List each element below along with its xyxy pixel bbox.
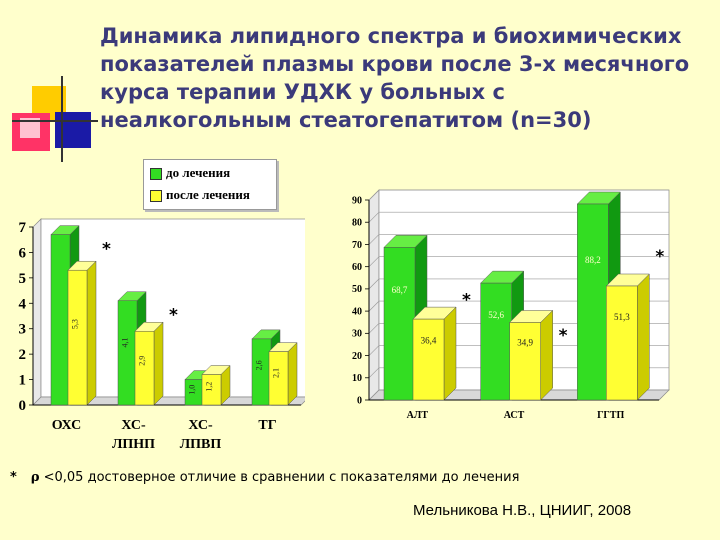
data-label: 34,9 bbox=[517, 338, 533, 348]
bar-before bbox=[383, 247, 416, 401]
data-label: 2,6 bbox=[254, 360, 263, 370]
bar-before bbox=[117, 300, 138, 406]
data-label: 4,1 bbox=[121, 337, 130, 347]
bar-side bbox=[287, 341, 298, 406]
y-tick-label: 7 bbox=[19, 220, 27, 236]
page-title: Динамика липидного спектра и биохимическ… bbox=[100, 24, 690, 132]
data-label: 51,3 bbox=[614, 312, 630, 322]
bar-side bbox=[540, 309, 553, 401]
data-label: 2,1 bbox=[272, 368, 281, 378]
lipid-chart: 0 1 2 3 4 5 6 7 5,3 ОХС * 4,1 2,9 ХС- ЛПНП * 1,0 1,2 ХС- ЛП… bbox=[19, 218, 305, 452]
bar-after bbox=[412, 318, 445, 401]
bar-after bbox=[134, 331, 155, 406]
category-label: ЛПНП bbox=[112, 437, 155, 452]
bar-after bbox=[67, 269, 88, 406]
y-tick-label: 5 bbox=[19, 271, 27, 287]
y-tick-label: 0 bbox=[357, 395, 362, 406]
legend-label-after: после лечения bbox=[166, 187, 250, 202]
gridline-side bbox=[368, 189, 380, 201]
bar-before bbox=[251, 338, 272, 406]
gridline-side bbox=[368, 278, 380, 290]
data-label: 88,2 bbox=[585, 255, 601, 265]
category-label: ГГТП bbox=[597, 410, 624, 421]
significance-star: * bbox=[655, 247, 664, 267]
y-tick-label: 50 bbox=[352, 284, 362, 295]
y-tick-label: 4 bbox=[19, 296, 27, 312]
data-label: 36,4 bbox=[421, 335, 437, 345]
y-tick-label: 3 bbox=[19, 322, 27, 338]
y-tick-label: 30 bbox=[352, 329, 362, 340]
category-label: ХС- bbox=[121, 418, 146, 433]
bar-after bbox=[509, 322, 541, 401]
data-label: 1,0 bbox=[188, 385, 197, 395]
legend-swatch-before bbox=[150, 168, 162, 181]
data-label: 1,2 bbox=[205, 382, 214, 392]
decor-vertical-line bbox=[61, 76, 63, 162]
y-tick-label: 1 bbox=[19, 373, 27, 389]
y-tick-label: 10 bbox=[352, 373, 362, 384]
significance-star: * bbox=[169, 306, 178, 326]
bar-side bbox=[443, 306, 457, 401]
gridline-side bbox=[368, 345, 380, 356]
y-tick-label: 80 bbox=[352, 218, 362, 229]
y-tick-label: 90 bbox=[352, 195, 362, 206]
footnote-star: * bbox=[10, 470, 17, 485]
enzyme-chart: 0 10 20 30 40 50 60 70 80 90 68,7 36,4 АЛТ * 52,6 34,9 А… bbox=[352, 189, 670, 421]
legend-label-before: до лечения bbox=[166, 165, 231, 180]
y-tick-label: 0 bbox=[19, 398, 27, 414]
gridline-side bbox=[368, 256, 380, 267]
significance-star: * bbox=[462, 290, 471, 310]
significance-star: * bbox=[102, 240, 111, 260]
bar-side bbox=[637, 273, 650, 401]
y-tick-label: 20 bbox=[352, 351, 362, 362]
data-label: 68,7 bbox=[392, 285, 408, 295]
legend-item-after: после лечения bbox=[150, 186, 250, 204]
gridline-side bbox=[368, 389, 380, 401]
category-label: ТГ bbox=[258, 418, 276, 433]
gridline-side bbox=[368, 212, 380, 223]
significance-star: * bbox=[559, 326, 568, 346]
category-label: ОХС bbox=[52, 418, 81, 433]
footnote-rho: ρ bbox=[30, 470, 40, 485]
chart-legend: до лечения после лечения bbox=[143, 159, 277, 210]
decor-horizontal-line bbox=[12, 120, 98, 122]
legend-swatch-after bbox=[150, 190, 162, 203]
footnote-text: <0,05 достоверное отличие в сравнении с … bbox=[43, 470, 520, 485]
bar-before bbox=[50, 234, 71, 406]
side-wall bbox=[32, 218, 42, 406]
y-tick-label: 2 bbox=[19, 347, 27, 363]
legend-item-before: до лечения bbox=[150, 164, 230, 182]
data-label: 2,9 bbox=[138, 356, 147, 366]
bar-after bbox=[268, 351, 289, 406]
category-label: ЛПВП bbox=[180, 437, 222, 452]
y-tick-label: 6 bbox=[19, 245, 27, 261]
bar-after bbox=[606, 285, 638, 401]
credit: Мельникова Н.В., ЦНИИГ, 2008 bbox=[413, 502, 632, 519]
y-tick-label: 60 bbox=[352, 262, 362, 273]
y-tick-label: 70 bbox=[352, 240, 362, 251]
gridline-side bbox=[368, 323, 380, 334]
footnote: * ρ <0,05 достоверное отличие в сравнении… bbox=[10, 470, 519, 485]
category-label: ХС- bbox=[188, 418, 213, 433]
gridline-side bbox=[368, 367, 380, 378]
bar-after bbox=[201, 374, 222, 406]
data-label: 5,3 bbox=[71, 319, 80, 329]
side-wall bbox=[368, 189, 380, 401]
category-label: АСТ bbox=[504, 410, 525, 421]
bar-before bbox=[480, 282, 512, 401]
bar-side bbox=[86, 260, 97, 406]
gridline-side bbox=[368, 300, 380, 312]
gridline-side bbox=[368, 234, 380, 245]
category-label: АЛТ bbox=[407, 410, 429, 421]
decor-white-square bbox=[20, 118, 40, 138]
bar-before bbox=[577, 203, 609, 401]
bar-side bbox=[153, 321, 164, 406]
y-tick-label: 40 bbox=[352, 306, 362, 317]
data-label: 52,6 bbox=[488, 310, 504, 320]
